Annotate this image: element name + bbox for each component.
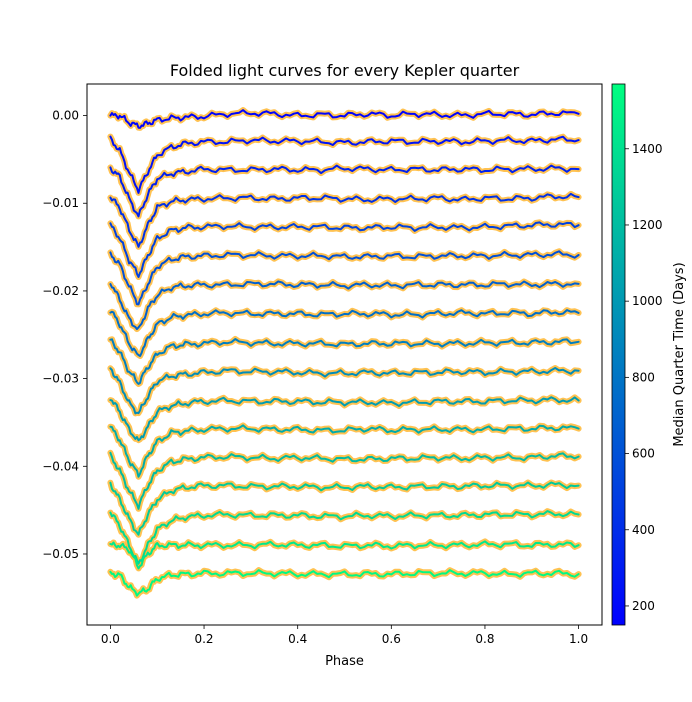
light-curve-line-7 <box>109 280 580 331</box>
light-curve-line-12 <box>109 424 580 478</box>
colorbar-tick-label: 800 <box>632 370 655 384</box>
x-axis: 0.0 0.2 0.4 0.6 0.8 1.0 <box>101 625 588 646</box>
light-curve-line-9 <box>109 338 580 385</box>
x-tick-label: 0.6 <box>382 632 401 646</box>
y-axis: 0.00 −0.01 −0.02 −0.03 −0.04 −0.05 <box>42 109 87 561</box>
y-tick-label: −0.04 <box>42 459 79 473</box>
x-tick-label: 0.4 <box>288 632 307 646</box>
light-curve-line-1 <box>109 109 580 129</box>
light-curve-line-17 <box>109 569 580 597</box>
light-curve-line-5 <box>109 221 580 278</box>
light-curve-line-15 <box>109 510 580 565</box>
light-curve-line-6 <box>109 250 580 306</box>
x-tick-label: 0.0 <box>101 632 120 646</box>
plot-area-frame <box>86 83 603 626</box>
light-curve-line-10 <box>109 367 580 415</box>
chart-title: Folded light curves for every Kepler qua… <box>170 61 520 80</box>
colorbar-tick-label: 600 <box>632 447 655 461</box>
light-curve-line-14 <box>109 481 580 536</box>
x-tick-label: 1.0 <box>569 632 588 646</box>
y-tick-label: 0.00 <box>52 109 79 123</box>
x-axis-label: Phase <box>325 654 364 669</box>
light-curve-lines <box>109 109 580 597</box>
x-tick-label: 0.8 <box>475 632 494 646</box>
light-curve-line-4 <box>109 192 580 248</box>
y-tick-label: −0.03 <box>42 372 79 386</box>
light-curve-line-2 <box>109 135 580 194</box>
y-tick-label: −0.01 <box>42 196 79 210</box>
colorbar-tick-label: 1000 <box>632 294 663 308</box>
colorbar-tick-label: 400 <box>632 523 655 537</box>
y-tick-label: −0.02 <box>42 284 79 298</box>
light-curve-line-3 <box>109 164 580 218</box>
x-tick-label: 0.2 <box>194 632 213 646</box>
colorbar-tick-label: 1400 <box>632 142 663 156</box>
colorbar-tick-label: 1200 <box>632 218 663 232</box>
colorbar <box>611 83 626 626</box>
light-curve-line-13 <box>109 451 580 510</box>
y-tick-label: −0.05 <box>42 547 79 561</box>
colorbar-tick-label: 200 <box>632 599 655 613</box>
colorbar-label: Median Quarter Time (Days) <box>672 262 687 446</box>
colorbar-ticks: 200 400 600 800 1000 1200 1400 <box>625 142 663 613</box>
light-curve-line-8 <box>109 309 580 357</box>
light-curve-line-11 <box>109 396 580 442</box>
light-curve-line-16 <box>109 540 580 570</box>
